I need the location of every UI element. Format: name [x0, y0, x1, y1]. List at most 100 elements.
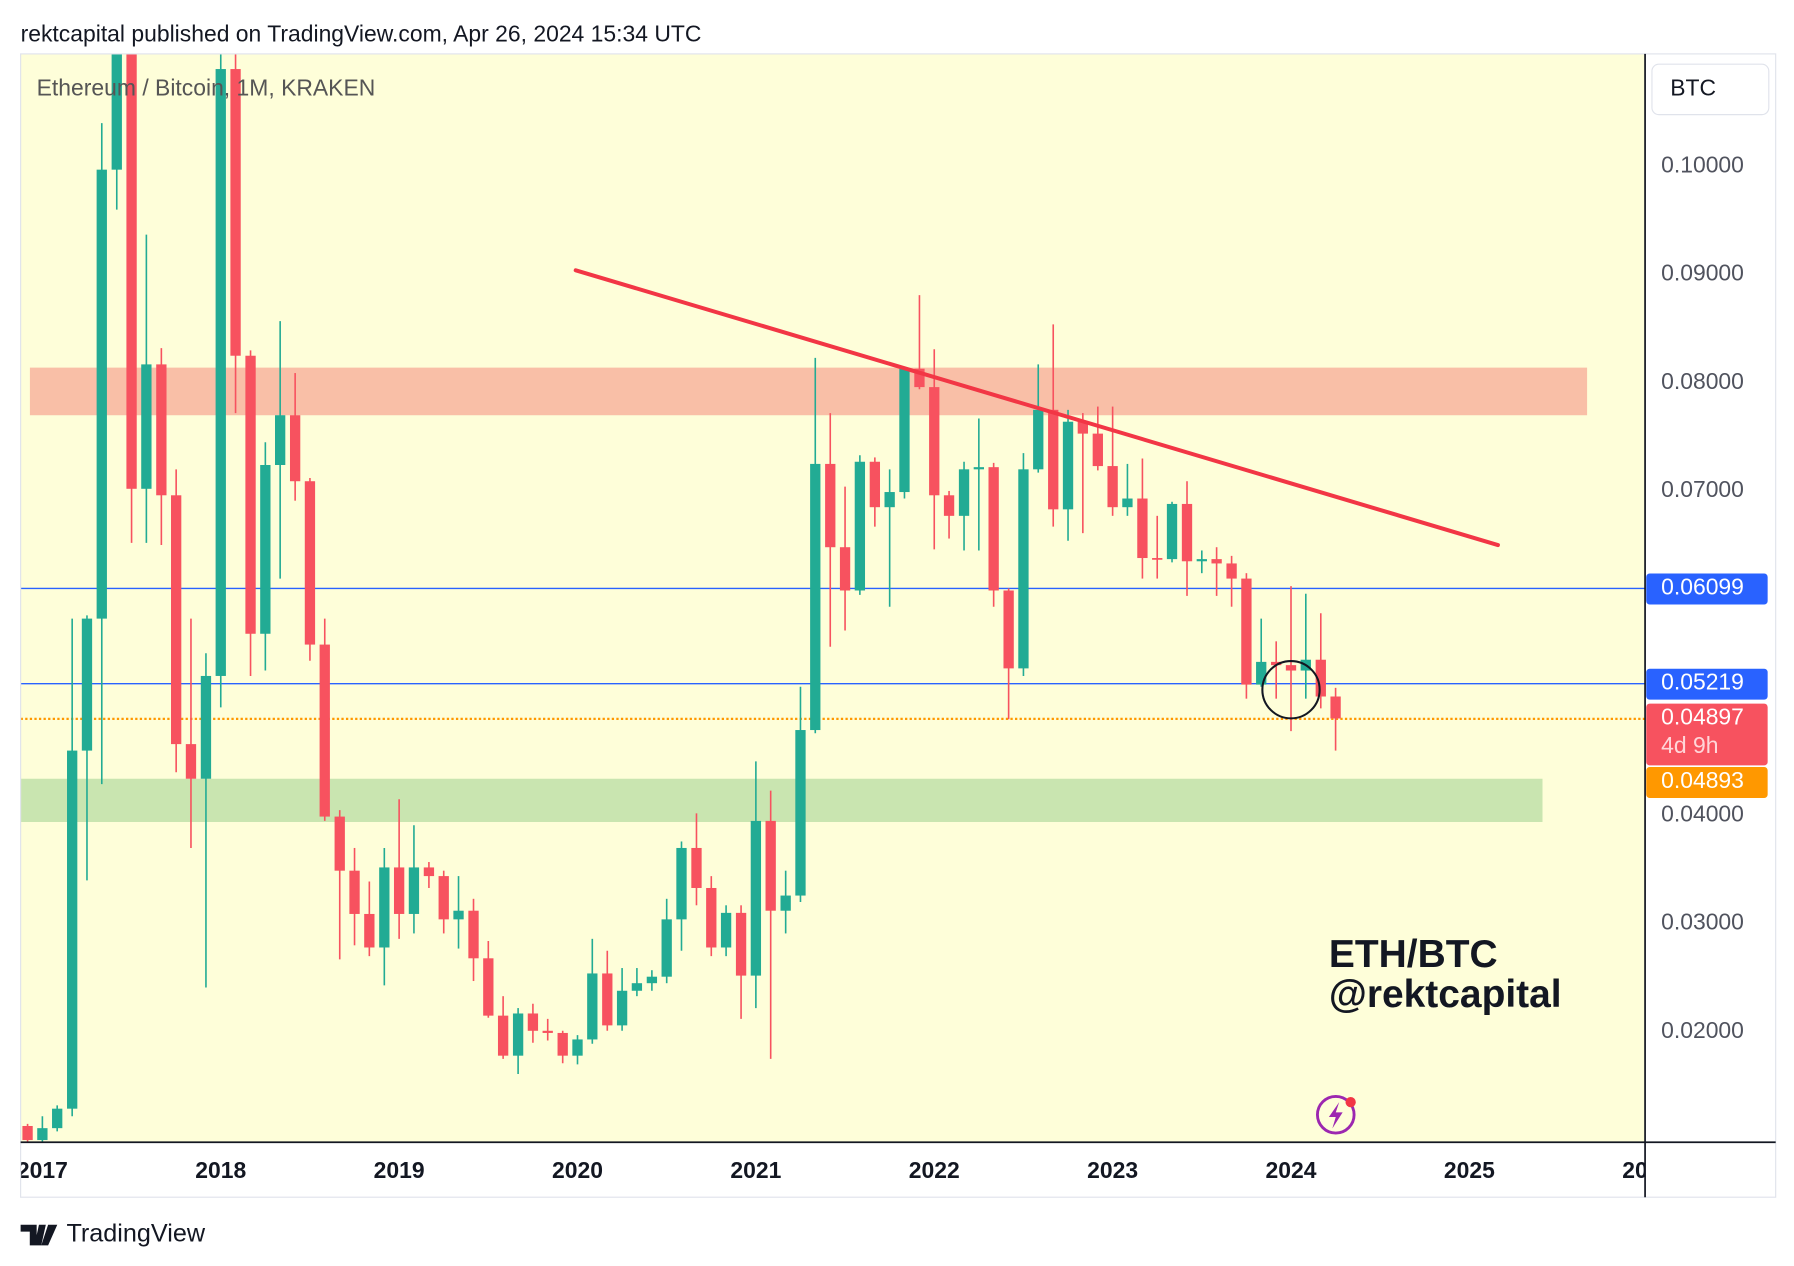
- candle-body: [914, 368, 925, 388]
- candle-body: [438, 876, 449, 920]
- candle-body: [899, 368, 910, 493]
- x-tick-label: 2023: [1087, 1157, 1138, 1183]
- x-tick-label: 2025: [1444, 1157, 1495, 1183]
- x-tick-label: 2022: [909, 1157, 960, 1183]
- footer-brand: TradingView: [66, 1220, 205, 1248]
- level-label-box: [1646, 668, 1768, 700]
- last-price-label-box: [1646, 703, 1768, 766]
- candle-body: [185, 744, 197, 779]
- candle-body: [1003, 590, 1014, 669]
- candle-body: [1315, 659, 1326, 697]
- level-label-box: [1646, 573, 1768, 605]
- candle-body: [557, 1032, 568, 1056]
- candle-body: [616, 990, 628, 1026]
- x-tick-label: 2020: [552, 1157, 603, 1183]
- candle-body: [1211, 559, 1222, 564]
- x-tick-label: 2019: [374, 1157, 425, 1183]
- highlight-circle: [1261, 660, 1321, 720]
- symbol-title: Ethereum / Bitcoin, 1M, KRAKEN: [37, 74, 376, 100]
- tradingview-logo: [20, 1224, 58, 1246]
- candle-body: [156, 364, 167, 496]
- candle-body: [884, 492, 895, 508]
- x-tick-label: 2021: [730, 1157, 781, 1183]
- candle-body: [988, 467, 999, 591]
- candle-body: [349, 870, 360, 914]
- x-tick-label: 2026: [1622, 1157, 1673, 1183]
- candle-body: [512, 1013, 524, 1056]
- header: rektcapital published on TradingView.com…: [21, 21, 702, 47]
- candle-body: [393, 867, 405, 914]
- candle-body: [468, 910, 479, 959]
- candle-body: [1285, 665, 1297, 671]
- x-tick-label: 2017: [17, 1157, 68, 1183]
- y-tick-label: 0.09000: [1661, 260, 1744, 286]
- candle-body: [260, 464, 271, 634]
- candle-body: [126, 53, 137, 489]
- candle-body: [795, 730, 806, 896]
- candle-body: [245, 355, 256, 634]
- candle-body: [973, 467, 985, 470]
- candle-body: [497, 1015, 509, 1056]
- level-label-box: [1646, 767, 1768, 798]
- candle-body: [304, 481, 316, 645]
- candle-body: [542, 1030, 553, 1033]
- y-tick-label: 0.08000: [1661, 368, 1744, 394]
- y-tick-label: 0.03000: [1661, 909, 1744, 935]
- candle-body: [676, 847, 687, 920]
- candle-body: [483, 958, 494, 1016]
- candle-body: [1330, 696, 1341, 719]
- candle-body: [810, 463, 821, 731]
- candle-body: [1241, 578, 1252, 685]
- plot-background: [20, 53, 1646, 1143]
- candle-body: [1062, 421, 1074, 510]
- candle-body: [141, 364, 152, 489]
- candle-body: [750, 820, 762, 976]
- candle-body: [527, 1013, 539, 1031]
- candle-body: [572, 1039, 583, 1056]
- candle-body: [869, 461, 881, 508]
- candle-body: [825, 463, 836, 548]
- currency[interactable]: BTC: [1670, 74, 1716, 100]
- candle-body: [289, 415, 301, 482]
- candle-body: [1033, 409, 1044, 470]
- x-tick-label: 2024: [1266, 1157, 1317, 1183]
- y-tick-label: 0.10000: [1661, 151, 1744, 177]
- level-label: 0.05219: [1661, 669, 1744, 695]
- candle-body: [96, 169, 107, 619]
- candle-body: [1181, 503, 1193, 562]
- y-tick-label: 0.04000: [1661, 801, 1744, 827]
- annotation: ETH/BTC: [1329, 933, 1498, 976]
- candle-body: [334, 816, 345, 871]
- candle-body: [274, 415, 286, 465]
- level-label: 0.06099: [1661, 573, 1744, 599]
- candle-body: [1271, 661, 1282, 666]
- candle-body: [111, 53, 122, 170]
- frame: [20, 53, 1777, 1198]
- candle-body: [631, 983, 643, 991]
- candle-body: [706, 887, 717, 948]
- last-price-label: 0.04897: [1661, 704, 1744, 730]
- x-axis: 2017 2018 2019 2020 2021 2022 2023 2024 2025 2026: [17, 1157, 1673, 1183]
- candle-body: [1196, 559, 1207, 562]
- candle-body: [661, 919, 672, 977]
- y-tick-label: 0.02000: [1661, 1017, 1744, 1043]
- candle-body: [1226, 563, 1237, 579]
- zone: [29, 367, 1588, 416]
- candle-body: [37, 1128, 48, 1141]
- candle-body: [52, 1108, 63, 1129]
- zone: [20, 778, 1543, 822]
- y-axis: 0.02000 0.03000 0.04000 0.07000 0.08000 0.090…: [1646, 151, 1768, 1043]
- candle-body: [854, 461, 866, 591]
- candle-body: [1048, 409, 1059, 510]
- candle-body: [720, 912, 732, 948]
- currency-button[interactable]: [1651, 63, 1770, 116]
- candle-body: [22, 1125, 33, 1141]
- candle-body: [408, 867, 420, 914]
- annotation: @rektcapital: [1329, 973, 1562, 1016]
- candle-body: [379, 867, 390, 948]
- candle-body: [364, 913, 375, 948]
- y-tick-label: 0.07000: [1661, 476, 1744, 502]
- candle-body: [943, 495, 955, 516]
- logo-icon: [1316, 1094, 1356, 1135]
